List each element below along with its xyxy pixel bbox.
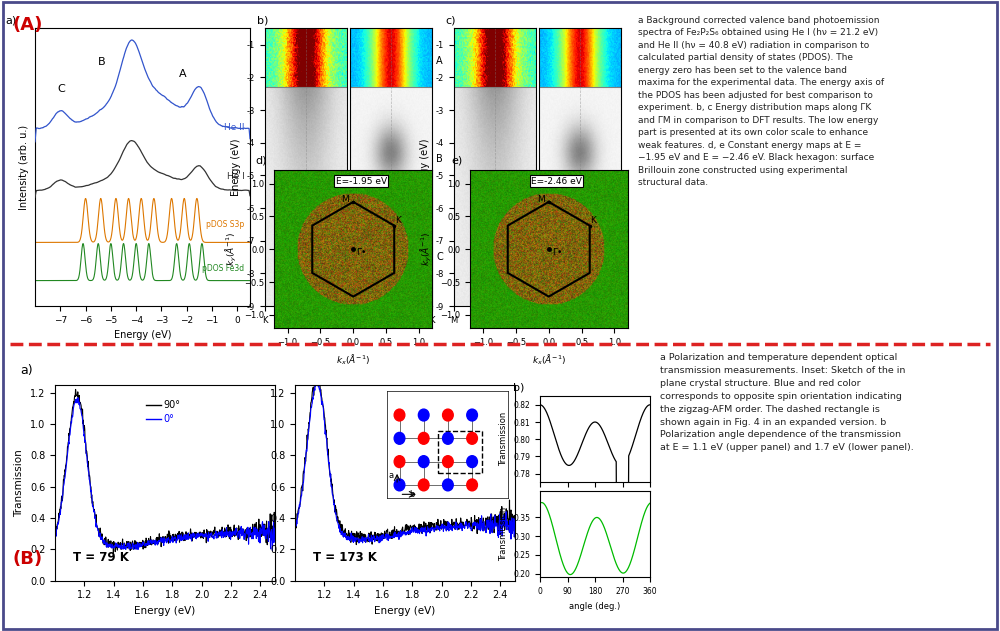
Text: c): c) bbox=[446, 16, 456, 26]
X-axis label: $k_x(\AA^{-1})$: $k_x(\AA^{-1})$ bbox=[336, 352, 370, 367]
Text: b): b) bbox=[257, 16, 268, 26]
Text: 0°: 0° bbox=[164, 415, 174, 424]
Y-axis label: $k_y(\AA^{-1})$: $k_y(\AA^{-1})$ bbox=[419, 232, 434, 266]
Text: B: B bbox=[436, 154, 443, 164]
X-axis label: Energy (eV): Energy (eV) bbox=[374, 606, 436, 616]
Text: C: C bbox=[436, 252, 443, 262]
Y-axis label: Transmission: Transmission bbox=[499, 412, 508, 466]
Text: K: K bbox=[395, 216, 401, 225]
Text: E=-2.46 eV: E=-2.46 eV bbox=[531, 177, 582, 186]
Text: A: A bbox=[436, 56, 443, 66]
Text: a): a) bbox=[5, 16, 16, 26]
Text: b): b) bbox=[512, 383, 524, 392]
Text: A: A bbox=[179, 69, 187, 79]
Text: He II: He II bbox=[224, 123, 244, 133]
X-axis label: $k_x(\AA^{-1})$: $k_x(\AA^{-1})$ bbox=[532, 352, 566, 367]
Text: C: C bbox=[58, 84, 66, 94]
Text: e): e) bbox=[451, 156, 462, 165]
Text: E=-1.95 eV: E=-1.95 eV bbox=[336, 177, 387, 186]
Y-axis label: Energy (eV): Energy (eV) bbox=[231, 138, 241, 196]
Text: B: B bbox=[98, 57, 106, 68]
Text: a Background corrected valence band photoemission
spectra of Fe₂P₂S₆ obtained us: a Background corrected valence band phot… bbox=[638, 16, 884, 187]
Text: Γ•: Γ• bbox=[552, 247, 562, 257]
X-axis label: Energy (eV): Energy (eV) bbox=[134, 606, 196, 616]
X-axis label: Energy (eV): Energy (eV) bbox=[114, 330, 171, 340]
X-axis label: angle (deg.): angle (deg.) bbox=[569, 601, 621, 611]
Y-axis label: $k_y(\AA^{-1})$: $k_y(\AA^{-1})$ bbox=[224, 232, 239, 266]
Text: (A): (A) bbox=[12, 16, 42, 34]
Text: T = 79 K: T = 79 K bbox=[73, 551, 128, 564]
Text: a Polarization and temperature dependent optical
transmission measurements. Inse: a Polarization and temperature dependent… bbox=[660, 353, 914, 452]
Text: M: M bbox=[537, 195, 545, 204]
Text: K: K bbox=[590, 216, 596, 225]
Text: T = 173 K: T = 173 K bbox=[313, 551, 376, 564]
Text: a): a) bbox=[20, 364, 32, 377]
Text: pDOS Fe3d: pDOS Fe3d bbox=[202, 264, 244, 273]
Y-axis label: Transmission: Transmission bbox=[499, 507, 508, 562]
Text: He I: He I bbox=[227, 172, 244, 181]
Text: M: M bbox=[341, 195, 349, 204]
Text: (B): (B) bbox=[12, 550, 42, 568]
Text: Γ•: Γ• bbox=[357, 247, 367, 257]
Text: pDOS S3p: pDOS S3p bbox=[206, 220, 244, 230]
Y-axis label: Intensity (arb. u.): Intensity (arb. u.) bbox=[19, 125, 29, 209]
Text: d): d) bbox=[255, 156, 267, 165]
Y-axis label: Energy (eV): Energy (eV) bbox=[420, 138, 430, 196]
Y-axis label: Transmission: Transmission bbox=[14, 449, 24, 517]
Text: 90°: 90° bbox=[164, 400, 181, 410]
